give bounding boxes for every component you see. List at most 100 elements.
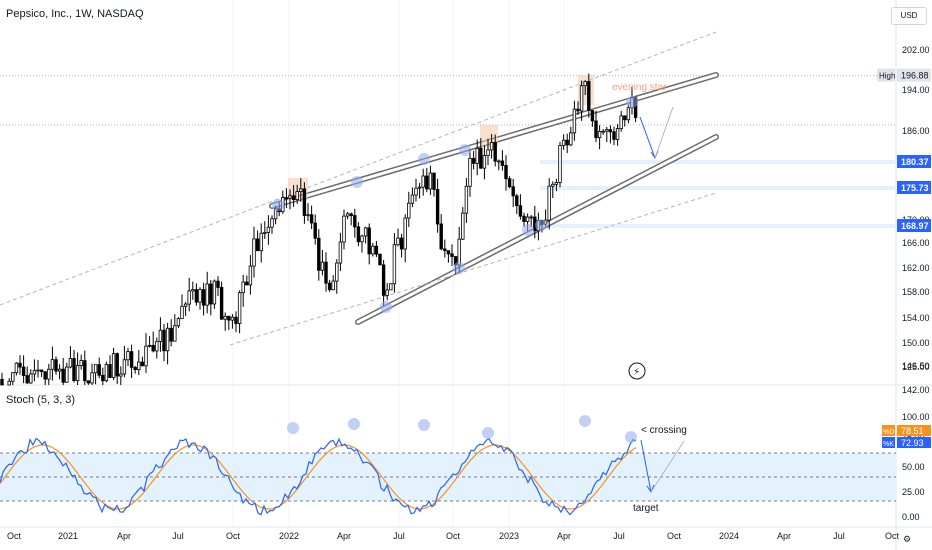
candles	[0, 73, 638, 386]
candle-body	[309, 214, 314, 224]
price-tick-label: 202.00	[902, 45, 930, 55]
stoch-lines	[0, 437, 637, 516]
candle-body	[201, 289, 206, 306]
time-tick-label: 2021	[58, 531, 78, 541]
candle-body	[252, 238, 256, 267]
stoch-tick-label: 25.00	[902, 487, 925, 497]
candle-body	[147, 344, 152, 347]
candle-body	[129, 351, 134, 368]
lightning-icon	[628, 362, 646, 380]
candle-body	[439, 223, 443, 250]
time-tick-label: Oct	[885, 531, 900, 541]
candle-body	[385, 289, 389, 296]
stoch-tick-label: 100.00	[902, 412, 930, 422]
touch-marker	[351, 176, 363, 188]
time-tick-label: Oct	[446, 531, 461, 541]
candle-body	[468, 157, 472, 187]
candle-body	[317, 237, 321, 271]
time-tick-label: Jul	[172, 531, 184, 541]
labels: evening star < crossing target High 196.88 18…	[612, 68, 931, 514]
candle-body	[356, 226, 361, 243]
candle-body	[176, 318, 181, 327]
candle-body	[612, 131, 616, 140]
candle-body	[414, 187, 418, 196]
candle-body	[36, 369, 40, 372]
candle-body	[248, 265, 253, 286]
candle-body	[90, 372, 94, 384]
candle-body	[615, 128, 620, 140]
touch-marker	[380, 301, 392, 313]
candle-body	[165, 327, 170, 352]
stoch-marker	[287, 422, 299, 434]
price-tick-label: 194.00	[902, 85, 930, 95]
currency-button[interactable]: USD	[891, 7, 927, 25]
time-tick-label: Oct	[7, 531, 22, 541]
candle-body	[43, 371, 47, 380]
candle-body	[583, 81, 587, 87]
indicator-title[interactable]: Stoch (5, 3, 3)	[6, 394, 76, 406]
stoch-tag: %K	[883, 441, 894, 448]
candle-body	[313, 222, 317, 239]
candle-body	[302, 188, 307, 216]
stoch-marker	[348, 418, 360, 430]
candle-body	[331, 280, 335, 291]
candle-body	[93, 364, 98, 374]
candle-body	[504, 165, 508, 180]
candle-body	[57, 368, 62, 372]
level-price-bg	[897, 155, 931, 168]
candle-body	[205, 283, 209, 306]
candle-body	[32, 370, 37, 375]
candle-body	[68, 358, 73, 368]
candle-body	[561, 139, 566, 146]
candle-body	[75, 365, 80, 381]
settings-gear-icon[interactable]: ⚙	[903, 534, 912, 544]
candle-body	[39, 369, 44, 373]
candle-body	[572, 108, 577, 134]
stoch-tag-bg	[882, 425, 895, 436]
candle-body	[443, 248, 447, 252]
candle-body	[255, 238, 260, 252]
candle-body	[392, 244, 397, 285]
candle-body	[101, 374, 105, 382]
price-tick-label: 146.50	[902, 361, 930, 371]
candle-body	[493, 142, 497, 162]
candle-body	[324, 261, 328, 284]
candle-body	[605, 129, 609, 132]
candle-body	[83, 360, 87, 382]
candle-body	[54, 359, 58, 372]
candle-body	[320, 261, 325, 271]
candle-body	[50, 359, 55, 370]
candle-body	[410, 194, 415, 204]
candle-body	[86, 380, 91, 384]
candle-body	[587, 81, 591, 111]
candle-body	[79, 360, 83, 367]
candle-body	[363, 227, 368, 237]
candle-body	[65, 366, 69, 383]
price-tick-label: 154.00	[902, 313, 930, 323]
candle-body	[403, 217, 407, 250]
candle-body	[360, 235, 364, 243]
candle-body	[158, 329, 163, 342]
candle-body	[345, 213, 350, 217]
high-tag-bg	[877, 68, 895, 82]
stoch-marker	[418, 419, 430, 431]
stoch-tag: %D	[883, 429, 894, 436]
candle-body	[353, 215, 357, 228]
peak-highlight	[480, 125, 498, 147]
candle-body	[435, 189, 440, 225]
candle-body	[428, 172, 433, 190]
candle-body	[507, 178, 512, 188]
touch-marker	[535, 219, 547, 231]
evening-star-annotation: evening star	[612, 82, 667, 93]
candle-body	[29, 373, 33, 384]
stoch-tick-label: 50.00	[902, 462, 925, 472]
candle-body	[245, 281, 249, 286]
candle-body	[608, 129, 613, 133]
price-tick-label: 158.00	[902, 287, 930, 297]
candle-body	[259, 232, 263, 252]
candle-body	[374, 245, 379, 255]
candle-body	[378, 253, 382, 266]
candle-body	[525, 216, 530, 222]
time-tick-label: Oct	[226, 531, 241, 541]
